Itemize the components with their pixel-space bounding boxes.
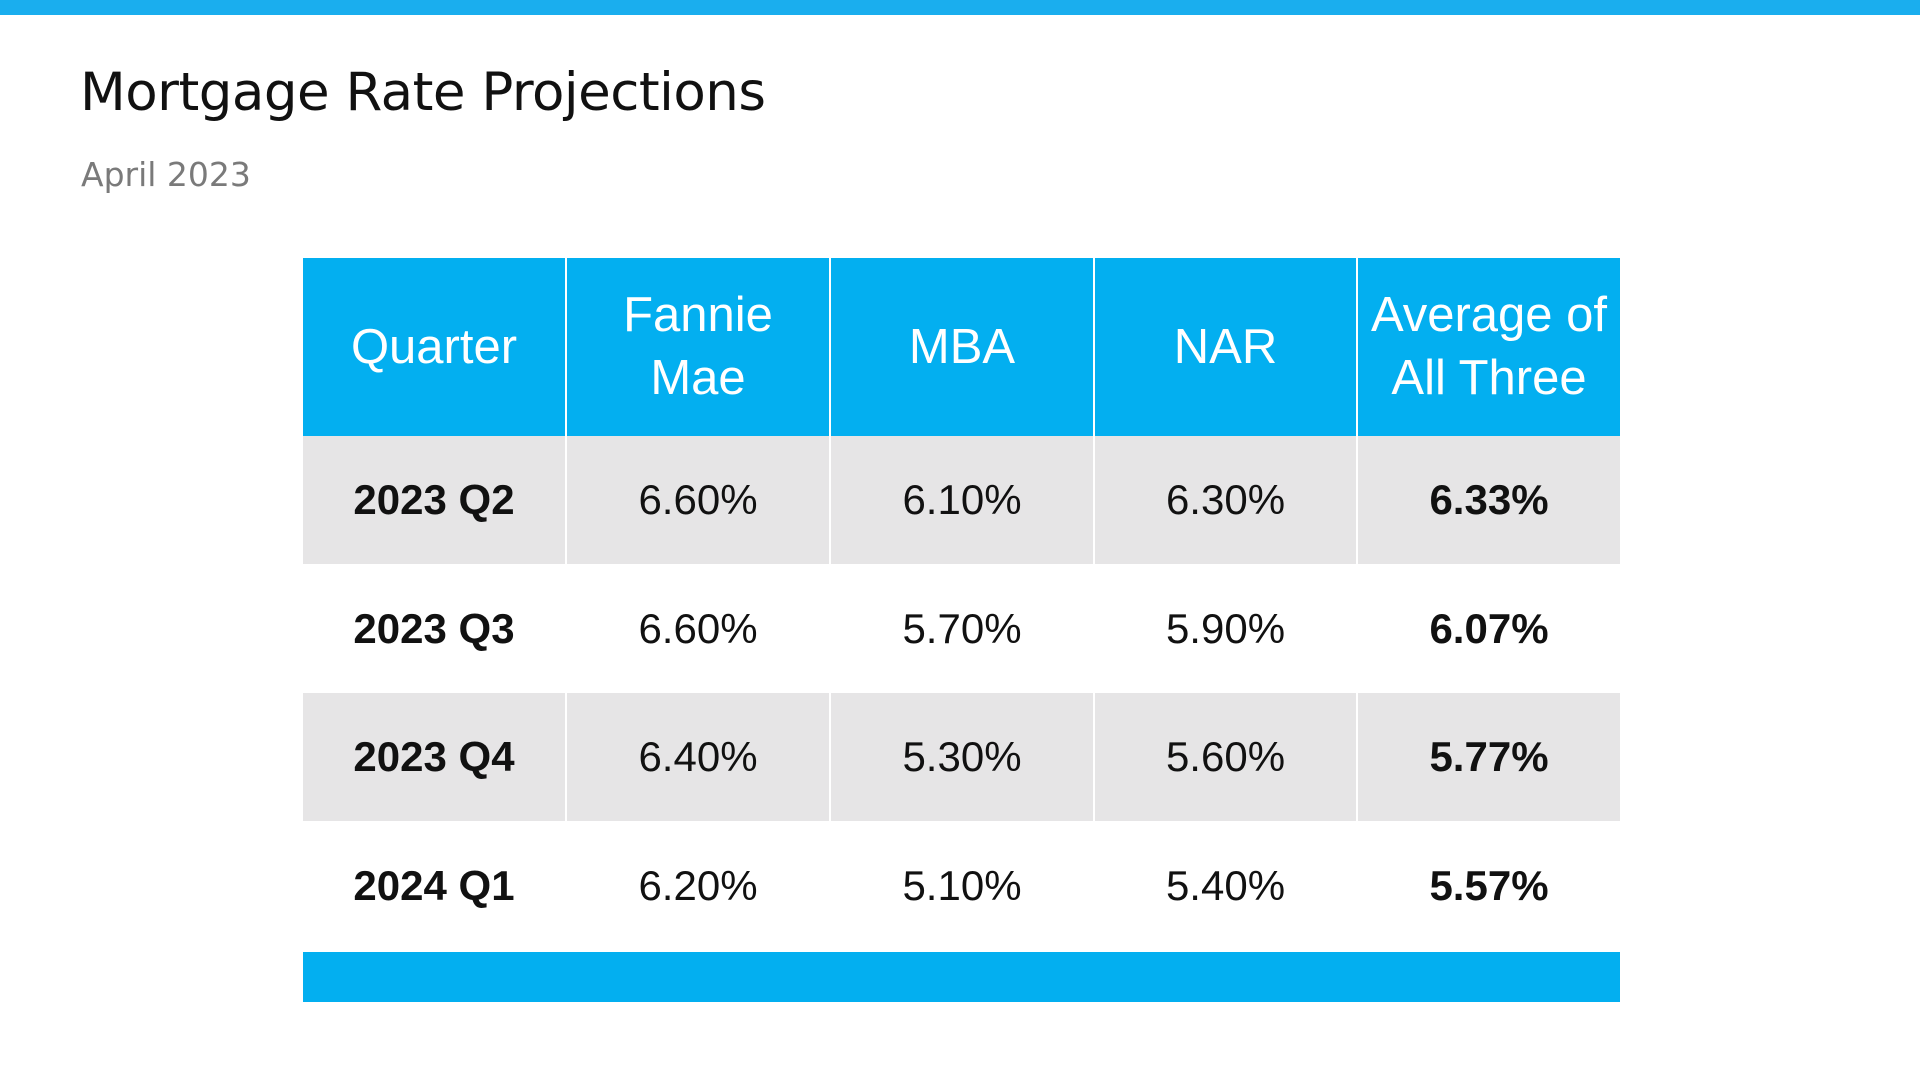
table-row: 2023 Q4 6.40% 5.30% 5.60% 5.77% (303, 693, 1620, 822)
cell-average: 5.77% (1357, 693, 1620, 822)
cell-average: 6.07% (1357, 564, 1620, 693)
table-header: Quarter Fannie Mae MBA NAR Average of Al… (303, 258, 1620, 436)
mortgage-rate-table: Quarter Fannie Mae MBA NAR Average of Al… (303, 258, 1620, 950)
header-mba: MBA (830, 258, 1095, 436)
cell-nar: 5.60% (1094, 693, 1358, 822)
cell-nar: 6.30% (1094, 436, 1358, 565)
cell-mba: 5.10% (830, 821, 1095, 950)
cell-mba: 6.10% (830, 436, 1095, 565)
table-body: 2023 Q2 6.60% 6.10% 6.30% 6.33% 2023 Q3 … (303, 436, 1620, 950)
cell-fannie-mae: 6.40% (566, 693, 831, 822)
cell-average: 6.33% (1357, 436, 1620, 565)
cell-fannie-mae: 6.60% (566, 564, 831, 693)
table-row: 2023 Q3 6.60% 5.70% 5.90% 6.07% (303, 564, 1620, 693)
top-accent-bar (0, 0, 1920, 15)
cell-quarter: 2023 Q2 (303, 436, 567, 565)
page-subtitle: April 2023 (81, 155, 251, 194)
header-fannie-mae: Fannie Mae (566, 258, 831, 436)
cell-quarter: 2024 Q1 (303, 821, 567, 950)
cell-mba: 5.30% (830, 693, 1095, 822)
cell-mba: 5.70% (830, 564, 1095, 693)
cell-quarter: 2023 Q3 (303, 564, 567, 693)
page-title: Mortgage Rate Projections (80, 62, 766, 123)
table-row: 2023 Q2 6.60% 6.10% 6.30% 6.33% (303, 436, 1620, 565)
cell-fannie-mae: 6.20% (566, 821, 831, 950)
cell-quarter: 2023 Q4 (303, 693, 567, 822)
header-nar: NAR (1094, 258, 1358, 436)
header-quarter: Quarter (303, 258, 567, 436)
header-average: Average of All Three (1357, 258, 1620, 436)
cell-average: 5.57% (1357, 821, 1620, 950)
cell-nar: 5.90% (1094, 564, 1358, 693)
cell-fannie-mae: 6.60% (566, 436, 831, 565)
projections-table-container: Quarter Fannie Mae MBA NAR Average of Al… (303, 258, 1620, 1002)
table-footer-band (303, 952, 1620, 1002)
header-row: Quarter Fannie Mae MBA NAR Average of Al… (303, 258, 1620, 436)
table-row: 2024 Q1 6.20% 5.10% 5.40% 5.57% (303, 821, 1620, 950)
cell-nar: 5.40% (1094, 821, 1358, 950)
